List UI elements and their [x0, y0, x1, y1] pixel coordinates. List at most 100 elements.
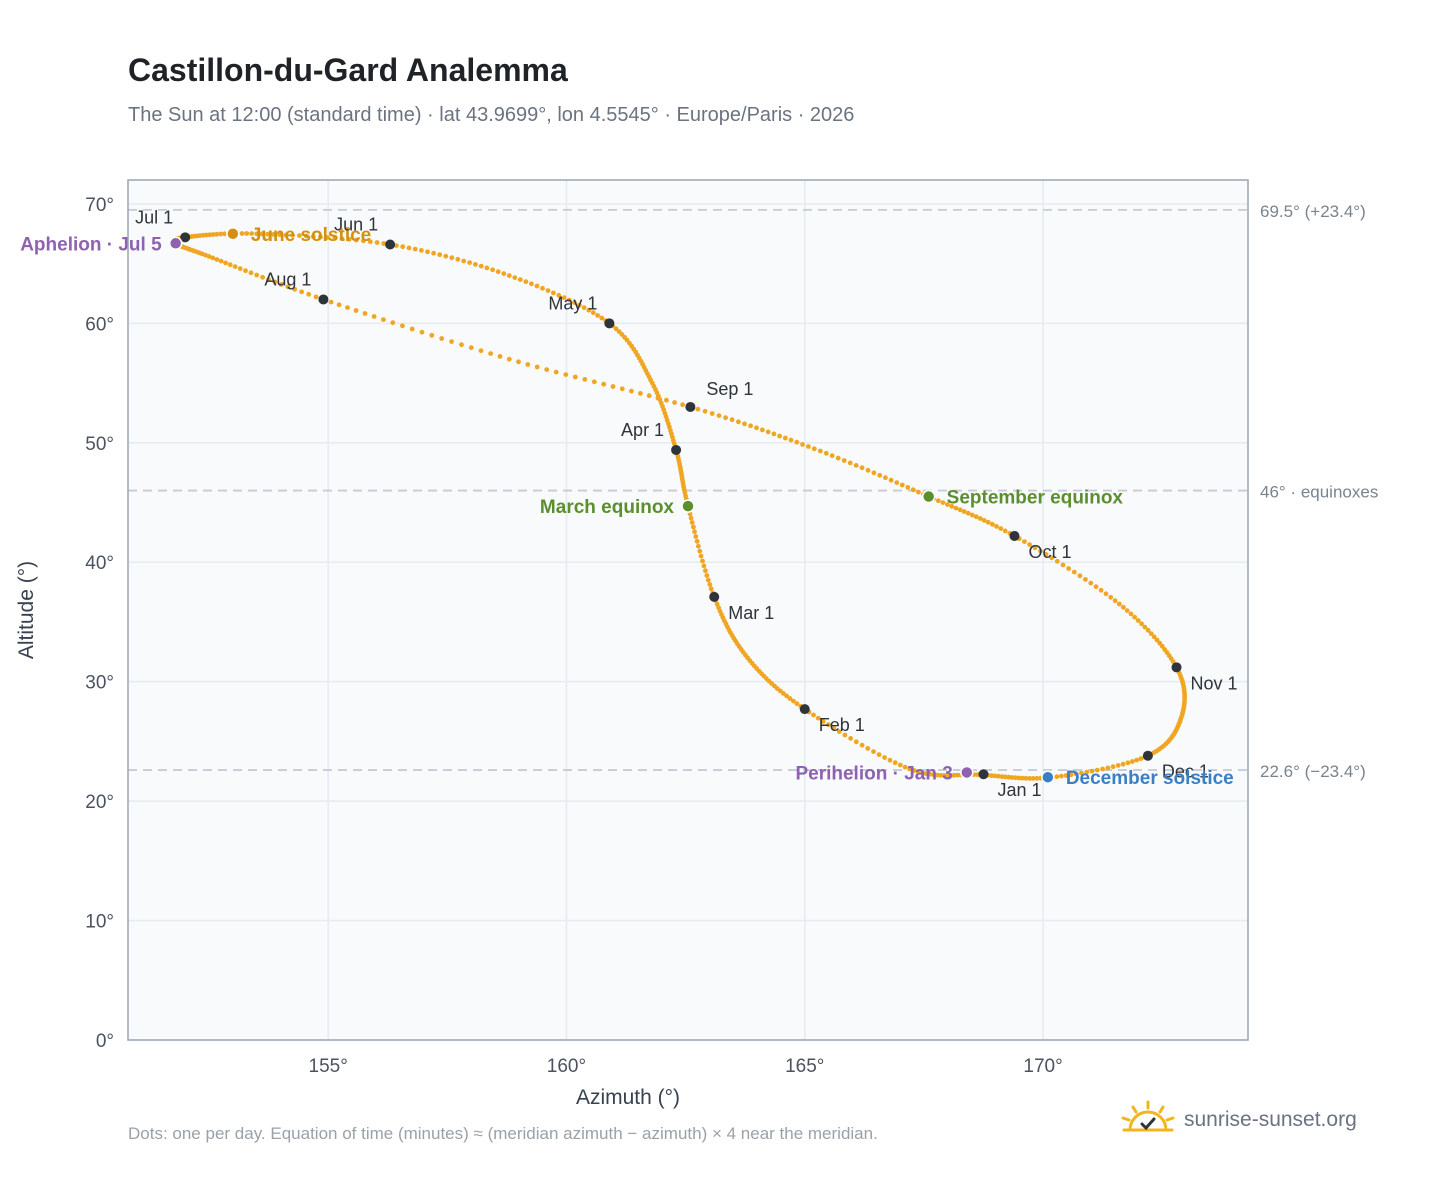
- day-dot: [977, 516, 983, 521]
- chart-subtitle: The Sun at 12:00 (standard time) · lat 4…: [128, 104, 855, 126]
- day-dot: [551, 290, 556, 296]
- day-dot: [227, 262, 233, 268]
- x-tick-label: 165°: [785, 1056, 824, 1077]
- day-dot: [439, 336, 445, 341]
- day-dot: [616, 329, 622, 334]
- day-dot: [847, 460, 853, 466]
- day-dot: [619, 386, 625, 392]
- month-label: Jan 1: [997, 780, 1041, 800]
- day-dot: [285, 284, 291, 290]
- day-dot: [907, 766, 912, 772]
- day-dot: [1128, 611, 1134, 617]
- day-dot: [237, 266, 243, 271]
- y-tick-label: 30°: [85, 673, 114, 694]
- day-dot: [692, 529, 697, 535]
- day-dot: [969, 512, 975, 518]
- day-dot: [990, 521, 995, 527]
- day-dot: [248, 270, 254, 276]
- day-dot: [638, 391, 643, 396]
- day-dot: [703, 568, 708, 574]
- day-dot: [400, 323, 405, 329]
- day-dot: [516, 359, 521, 365]
- day-dot: [902, 764, 908, 770]
- day-dot: [381, 317, 386, 322]
- day-dot: [941, 773, 947, 778]
- brand[interactable]: sunrise-sunset.org: [1120, 1100, 1357, 1140]
- event-dot: [1041, 770, 1055, 784]
- month-label: Dec 1: [1162, 762, 1209, 782]
- day-dot: [1002, 528, 1008, 534]
- day-dot: [478, 348, 484, 354]
- day-dot: [760, 427, 765, 433]
- day-dot: [957, 507, 963, 513]
- day-dot: [468, 345, 474, 351]
- day-dot: [736, 419, 741, 425]
- footnote: Dots: one per day. Equation of time (min…: [128, 1124, 878, 1143]
- x-axis-label: Azimuth (°): [576, 1086, 680, 1109]
- day-dot: [882, 755, 887, 760]
- month-markers: Jan 1 Feb 1 Mar 1 Apr 1 May 1 Jun 1 Jul 1 Aug 1…: [135, 207, 1237, 800]
- day-dot: [1038, 548, 1043, 554]
- day-dot: [561, 295, 567, 301]
- day-dot: [278, 282, 284, 287]
- month-dot: [1171, 662, 1182, 673]
- sun-check-icon: [1121, 1100, 1175, 1132]
- day-dot: [437, 252, 443, 258]
- day-dot: [400, 244, 406, 250]
- day-dot: [1124, 608, 1130, 613]
- day-dot: [371, 314, 377, 319]
- day-dot: [232, 264, 238, 269]
- day-dot: [566, 297, 572, 303]
- day-dot: [336, 302, 342, 308]
- day-dot: [459, 342, 464, 348]
- day-dot: [664, 397, 669, 403]
- event-label: September equinox: [947, 488, 1124, 509]
- day-dot: [254, 272, 260, 278]
- day-dot: [328, 299, 334, 305]
- day-dot: [771, 431, 777, 437]
- day-dot: [563, 372, 569, 377]
- day-dot: [835, 455, 841, 461]
- day-dot: [877, 472, 883, 478]
- month-label: Apr 1: [621, 420, 664, 440]
- day-dot: [218, 258, 224, 264]
- day-dot: [271, 232, 276, 237]
- day-dot: [1083, 577, 1088, 582]
- day-dot: [871, 749, 876, 754]
- day-dot: [239, 231, 245, 236]
- day-dot: [272, 279, 278, 285]
- day-dot: [1043, 552, 1049, 557]
- day-dot: [214, 257, 220, 262]
- day-dot: [910, 487, 916, 493]
- event-dot: [681, 499, 695, 513]
- day-dot: [1110, 764, 1116, 770]
- day-dot: [283, 232, 289, 238]
- day-dot: [449, 339, 454, 344]
- month-label: Jul 1: [135, 207, 173, 227]
- day-dot: [297, 233, 302, 239]
- day-dot: [694, 538, 700, 544]
- day-dot: [259, 231, 265, 237]
- day-dot: [859, 465, 865, 471]
- day-dot: [688, 515, 694, 521]
- day-dot: [629, 388, 634, 394]
- day-dot: [811, 446, 817, 452]
- day-dot: [1148, 631, 1154, 636]
- day-dot: [1073, 771, 1079, 777]
- day-dot: [702, 408, 708, 414]
- day-dot: [697, 548, 703, 554]
- day-dot: [1100, 766, 1105, 772]
- day-dot: [406, 245, 412, 251]
- month-dot: [604, 318, 615, 329]
- y-axis-label: Altitude (°): [15, 561, 38, 659]
- day-dot: [1135, 618, 1141, 623]
- month-dot: [685, 401, 696, 412]
- day-dot: [265, 231, 270, 237]
- day-dot: [1059, 773, 1064, 779]
- day-dot: [1116, 601, 1122, 607]
- day-dot: [534, 364, 540, 370]
- day-dot: [948, 773, 954, 778]
- day-dot: [704, 573, 710, 578]
- month-label: Sep 1: [706, 379, 753, 399]
- day-dot: [266, 277, 271, 282]
